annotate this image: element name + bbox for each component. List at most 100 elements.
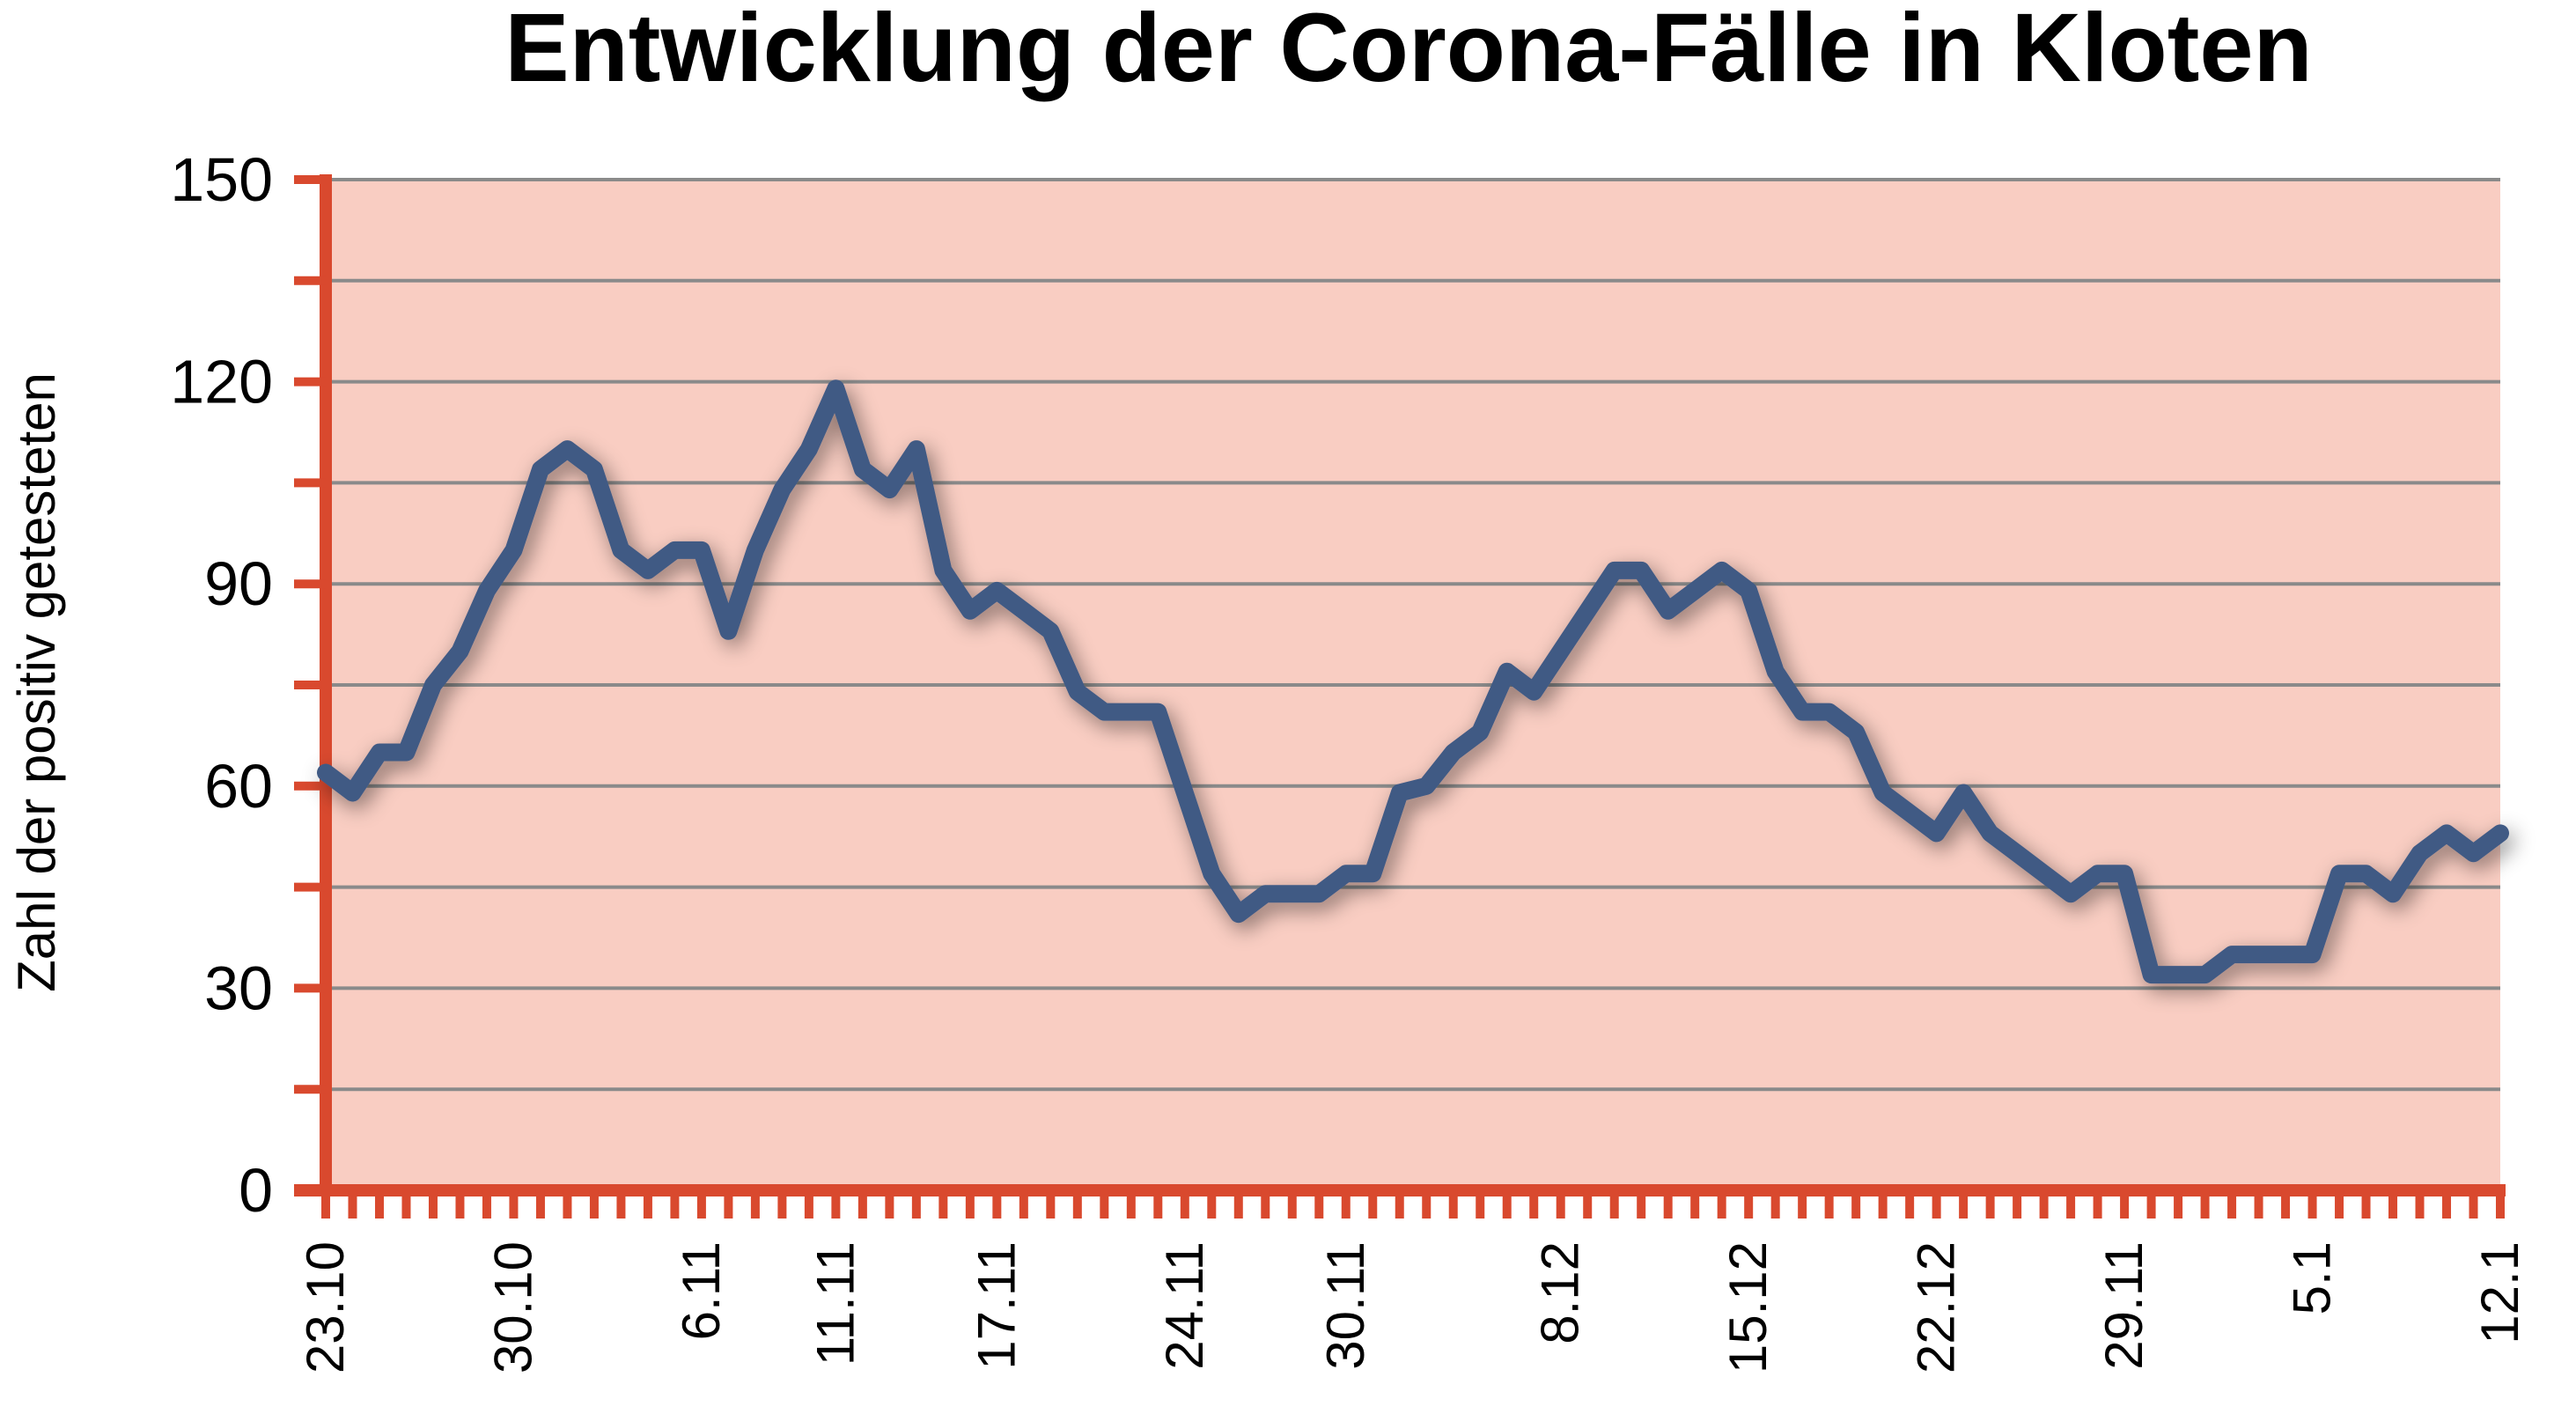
x-tick-label: 17.11 bbox=[967, 1241, 1026, 1370]
data-point bbox=[2283, 952, 2288, 957]
data-point bbox=[2014, 850, 2020, 856]
data-point bbox=[1316, 891, 1321, 896]
data-point bbox=[994, 588, 999, 593]
data-point bbox=[2068, 891, 2073, 896]
x-tick-label: 12.1 bbox=[2470, 1241, 2529, 1344]
data-point bbox=[511, 548, 516, 553]
data-point bbox=[564, 446, 570, 452]
data-point bbox=[1800, 710, 1805, 715]
data-point bbox=[1505, 669, 1510, 674]
data-point bbox=[2095, 871, 2101, 876]
data-point bbox=[484, 588, 489, 593]
data-point bbox=[1746, 588, 1751, 593]
data-point bbox=[860, 467, 865, 472]
y-axis-label: Zahl der positiv getesteten bbox=[7, 372, 66, 992]
data-point bbox=[592, 467, 597, 472]
data-point bbox=[2364, 871, 2369, 876]
data-point bbox=[538, 467, 543, 472]
data-point bbox=[2390, 891, 2396, 896]
data-point bbox=[699, 548, 704, 553]
data-point bbox=[2418, 850, 2423, 856]
data-point bbox=[1531, 689, 1536, 695]
data-point bbox=[2444, 830, 2449, 836]
data-point bbox=[672, 548, 677, 553]
data-point bbox=[618, 548, 623, 553]
x-tick-labels: 23.10 30.10 6.11 11.11 17.11 24.11 30.11 8.12 15… bbox=[296, 1241, 2529, 1373]
data-point bbox=[1880, 790, 1886, 795]
data-point bbox=[779, 487, 784, 492]
y-tick-label: 150 bbox=[170, 145, 273, 214]
data-point bbox=[1182, 790, 1188, 795]
data-point bbox=[1236, 911, 1241, 917]
data-point bbox=[645, 568, 651, 573]
data-point bbox=[833, 386, 838, 391]
data-point bbox=[1451, 750, 1456, 755]
data-point bbox=[2498, 830, 2503, 836]
data-point bbox=[1290, 891, 1295, 896]
y-tick-label: 120 bbox=[170, 348, 273, 416]
data-point bbox=[2256, 952, 2262, 957]
data-point bbox=[1719, 568, 1725, 573]
y-tick-label: 30 bbox=[204, 953, 273, 1022]
x-tick-label: 5.1 bbox=[2283, 1241, 2342, 1314]
data-point bbox=[1988, 830, 1993, 836]
data-point bbox=[1343, 871, 1349, 876]
x-tick-label: 29.11 bbox=[2094, 1241, 2153, 1370]
data-point bbox=[1262, 891, 1268, 896]
data-point bbox=[887, 487, 892, 492]
x-tick-label: 24.11 bbox=[1155, 1241, 1214, 1370]
data-point bbox=[323, 769, 328, 775]
chart-title: Entwicklung der Corona-Fälle in Kloten bbox=[504, 0, 2312, 102]
data-point bbox=[1907, 810, 1912, 815]
data-point bbox=[1934, 830, 1939, 836]
data-point bbox=[2042, 871, 2047, 876]
data-point bbox=[1827, 710, 1832, 715]
x-tick-label: 8.12 bbox=[1531, 1241, 1590, 1344]
y-tick-label: 0 bbox=[239, 1156, 273, 1225]
axes bbox=[294, 174, 2506, 1219]
data-point bbox=[914, 446, 919, 452]
x-tick-label: 22.12 bbox=[1907, 1241, 1966, 1373]
data-point bbox=[1397, 790, 1402, 795]
data-point bbox=[1048, 629, 1053, 634]
data-point bbox=[1155, 710, 1160, 715]
data-point bbox=[1692, 588, 1697, 593]
x-tick-label: 30.10 bbox=[483, 1241, 542, 1373]
series-line bbox=[317, 379, 2509, 984]
x-tick-label: 30.11 bbox=[1316, 1241, 1375, 1370]
data-point bbox=[403, 750, 408, 755]
data-point bbox=[2149, 972, 2154, 977]
x-tick-label: 23.10 bbox=[296, 1241, 355, 1373]
data-point bbox=[1638, 568, 1644, 573]
data-point bbox=[431, 682, 436, 688]
data-point bbox=[2122, 871, 2127, 876]
data-point bbox=[1424, 784, 1429, 789]
data-point bbox=[725, 629, 731, 634]
y-tick-label: 60 bbox=[204, 752, 273, 821]
data-point bbox=[1477, 730, 1483, 735]
y-tick-label: 90 bbox=[204, 549, 273, 618]
data-point bbox=[1773, 669, 1778, 674]
data-point bbox=[1075, 689, 1080, 695]
data-point bbox=[377, 750, 382, 755]
data-point bbox=[1129, 710, 1134, 715]
data-point bbox=[753, 548, 758, 553]
data-point bbox=[1209, 871, 1214, 876]
data-point bbox=[940, 568, 946, 573]
data-point bbox=[2175, 972, 2181, 977]
data-point bbox=[1853, 730, 1858, 735]
gridlines bbox=[326, 178, 2500, 1092]
x-tick-label: 15.12 bbox=[1719, 1241, 1777, 1373]
x-tick-label: 11.11 bbox=[806, 1241, 865, 1366]
y-tick-labels: 0 30 60 90 120 150 bbox=[170, 145, 273, 1225]
data-point bbox=[2203, 972, 2208, 977]
data-point bbox=[1370, 871, 1375, 876]
data-point bbox=[968, 608, 973, 614]
data-point bbox=[2229, 952, 2234, 957]
data-point bbox=[2310, 952, 2315, 957]
data-point bbox=[1666, 608, 1671, 614]
data-point bbox=[1612, 568, 1617, 573]
data-point bbox=[350, 790, 355, 795]
x-tick-label: 6.11 bbox=[672, 1241, 731, 1340]
